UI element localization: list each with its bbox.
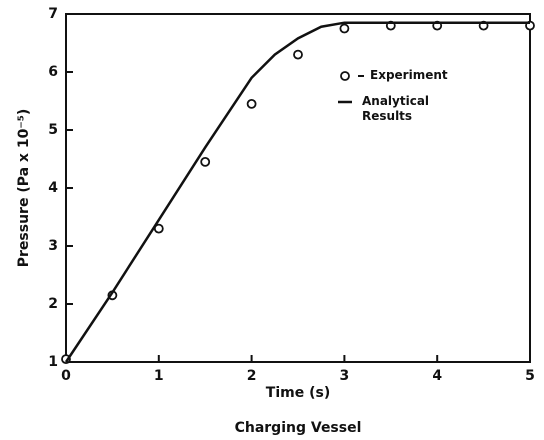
experiment-point bbox=[200, 156, 211, 167]
x-tick-label: 4 bbox=[432, 368, 442, 384]
x-tick-label: 3 bbox=[340, 368, 350, 384]
x-tick-label: 5 bbox=[525, 368, 535, 384]
y-tick-label: 3 bbox=[48, 238, 58, 254]
y-tick-label: 2 bbox=[48, 296, 58, 312]
x-tick-label: 0 bbox=[61, 368, 71, 384]
plot-frame bbox=[65, 13, 531, 363]
y-axis-label: Pressure (Pa x 10⁻⁵) bbox=[16, 109, 32, 267]
x-tick-label: 2 bbox=[247, 368, 257, 384]
y-tick-label: 1 bbox=[48, 354, 58, 370]
experiment-point bbox=[293, 49, 303, 60]
experiment-point bbox=[339, 23, 350, 34]
x-tick-label: 1 bbox=[154, 368, 164, 384]
legend-label: Experiment bbox=[370, 68, 448, 82]
y-tick-label: 6 bbox=[48, 64, 58, 80]
legend-symbol bbox=[340, 71, 350, 81]
caption: Charging Vessel bbox=[235, 420, 362, 436]
experiment-point bbox=[246, 99, 257, 109]
analytical-line bbox=[64, 21, 530, 363]
y-tick-label: 4 bbox=[48, 180, 58, 196]
experiment-point bbox=[153, 223, 164, 234]
legend-label: Analytical Results bbox=[362, 94, 430, 123]
x-axis-label: Time (s) bbox=[266, 385, 330, 401]
y-tick-label: 7 bbox=[48, 6, 58, 22]
y-tick-label: 5 bbox=[48, 122, 58, 138]
